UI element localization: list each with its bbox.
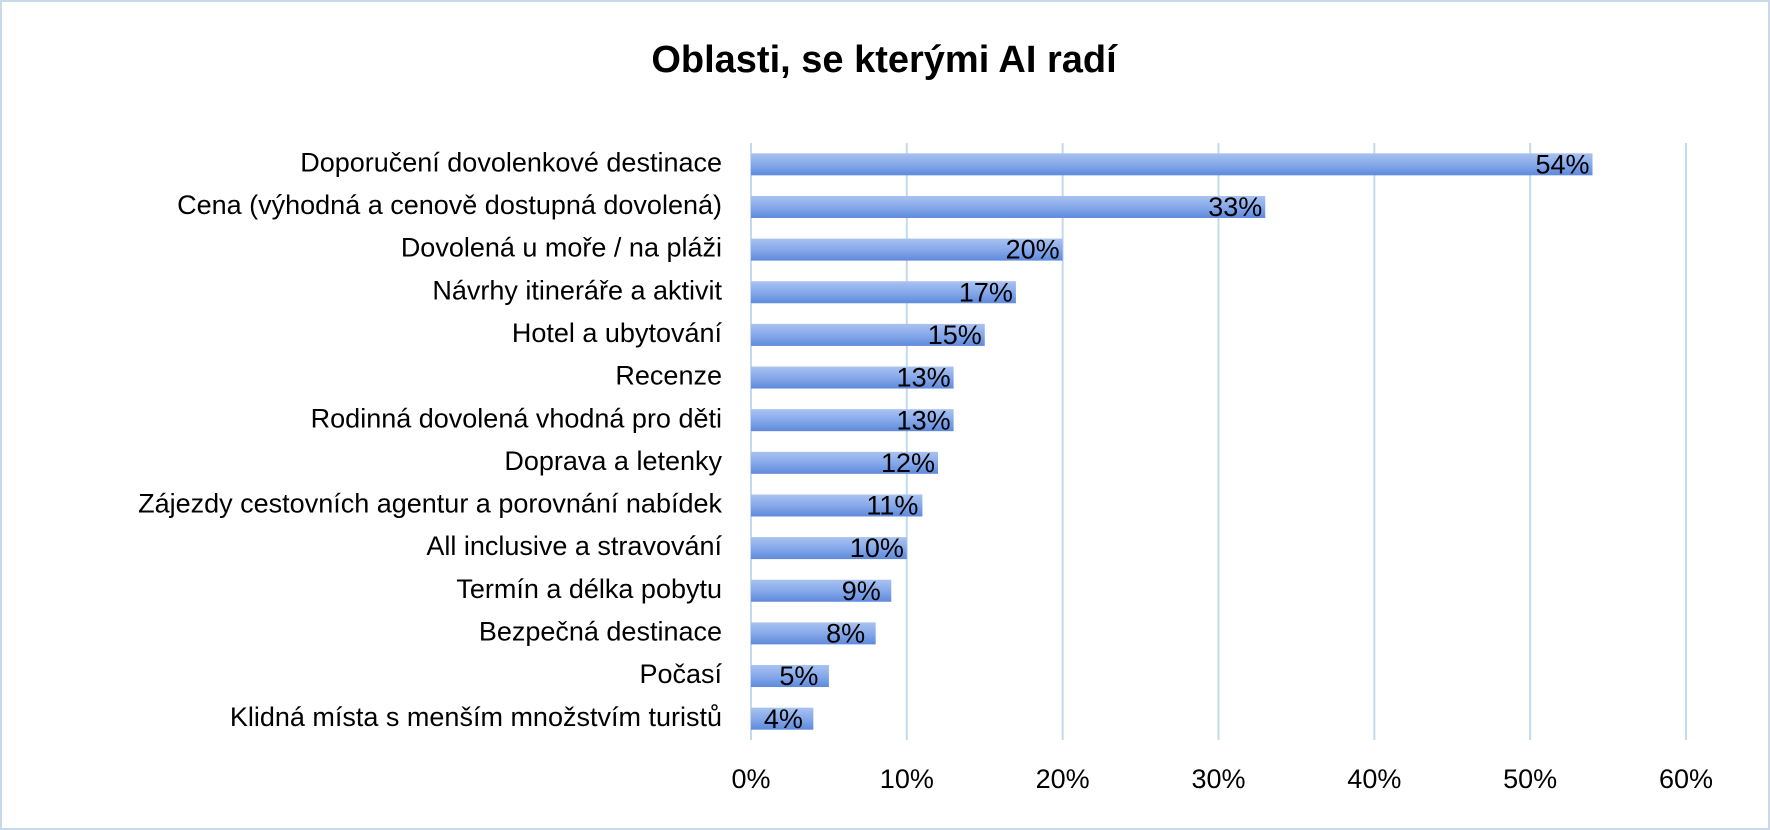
bar (751, 323, 985, 346)
y-tick-label: Recenze (615, 361, 722, 391)
bar (751, 281, 1016, 304)
bar (751, 537, 907, 560)
data-label: 11% (866, 491, 918, 521)
y-tick-label: Rodinná dovolená vhodná pro děti (311, 403, 722, 433)
y-tick-label: Dovolená u moře / na pláži (401, 233, 722, 263)
data-label: 5% (779, 661, 818, 691)
y-tick-label: Návrhy itineráře a aktivit (432, 275, 722, 305)
data-label: 17% (959, 277, 1013, 307)
y-tick-label: Doporučení dovolenkové destinace (300, 147, 722, 177)
data-label: 12% (881, 448, 935, 478)
bar (751, 409, 954, 432)
y-tick-label: Bezpečná destinace (479, 617, 722, 647)
data-label: 33% (1208, 192, 1262, 222)
data-label: 9% (842, 576, 881, 606)
data-label: 10% (850, 533, 904, 563)
data-label: 20% (1006, 235, 1060, 265)
y-tick-label: All inclusive a stravování (426, 531, 722, 561)
y-tick-label: Počasí (639, 659, 722, 689)
x-tick-label: 0% (731, 764, 770, 794)
y-tick-label: Zájezdy cestovních agentur a porovnání n… (138, 489, 722, 519)
bar (751, 238, 1063, 261)
data-label: 4% (764, 704, 803, 734)
y-tick-label: Termín a délka pobytu (456, 574, 722, 604)
bar (751, 366, 954, 389)
y-tick-label: Hotel a ubytování (512, 318, 723, 348)
bar (751, 153, 1593, 176)
data-label: 13% (897, 405, 951, 435)
bar (751, 494, 923, 517)
data-label: 8% (826, 619, 865, 649)
x-tick-label: 30% (1191, 764, 1245, 794)
bar (751, 579, 892, 602)
y-tick-label: Cena (výhodná a cenově dostupná dovolená… (177, 190, 722, 220)
x-tick-label: 20% (1036, 764, 1090, 794)
x-tick-label: 40% (1347, 764, 1401, 794)
y-tick-label: Klidná místa s menším množstvím turistů (230, 702, 722, 732)
bar (751, 451, 938, 474)
bar (751, 622, 876, 645)
y-tick-label: Doprava a letenky (504, 446, 722, 476)
x-tick-label: 10% (880, 764, 934, 794)
x-tick-label: 50% (1503, 764, 1557, 794)
chart-title: Oblasti, se kterými AI radí (651, 39, 1118, 81)
bar (751, 195, 1266, 218)
x-tick-label: 60% (1659, 764, 1713, 794)
data-label: 13% (897, 363, 951, 393)
data-label: 54% (1535, 149, 1589, 179)
bar (751, 707, 814, 730)
bar (751, 665, 829, 688)
data-label: 15% (928, 320, 982, 350)
